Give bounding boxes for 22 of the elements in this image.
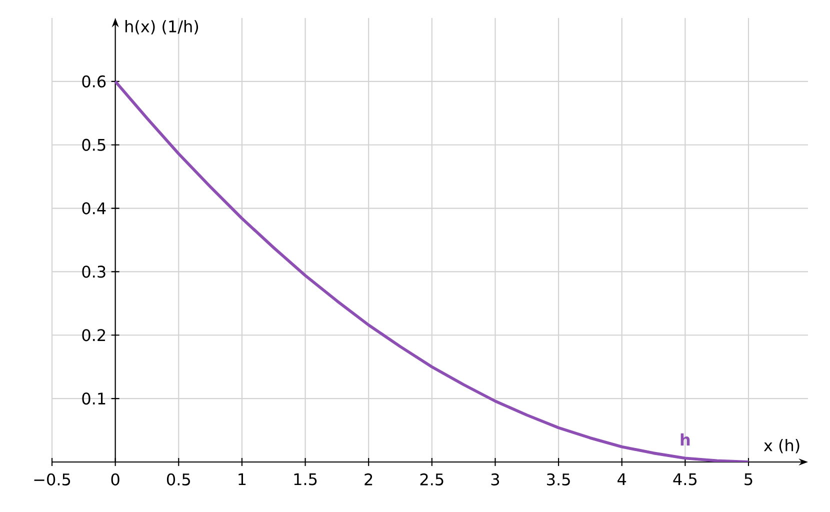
- line-series: [114, 80, 750, 462]
- y-tick-label: 0.2: [82, 329, 106, 342]
- x-tick-label: 3: [491, 473, 500, 486]
- x-tick-label: 4.5: [673, 473, 696, 486]
- y-tick-label: 0.1: [82, 392, 106, 405]
- x-tick-label: 0: [111, 473, 120, 486]
- y-tick-label: 0.6: [82, 75, 106, 88]
- y-tick-label: 0.4: [82, 202, 106, 214]
- x-tick-label: 4: [618, 473, 626, 486]
- y-axis-title: h(x) (1/h): [125, 20, 198, 34]
- x-axis-title: x (h): [764, 439, 800, 454]
- y-tick-label: 0.5: [82, 138, 106, 151]
- x-tick-label: −0.5: [34, 473, 70, 486]
- x-tick-label: 2.5: [420, 473, 444, 486]
- x-tick-label: 1: [238, 473, 246, 486]
- y-tick-label: 0.3: [82, 266, 106, 278]
- x-tick-label: 2: [364, 473, 372, 486]
- x-tick-label: 0.5: [166, 473, 190, 486]
- x-tick-label: 3.5: [547, 473, 570, 486]
- series-label: h: [680, 433, 690, 446]
- x-tick-label: 1.5: [294, 473, 317, 486]
- x-tick-label: 5: [744, 473, 752, 486]
